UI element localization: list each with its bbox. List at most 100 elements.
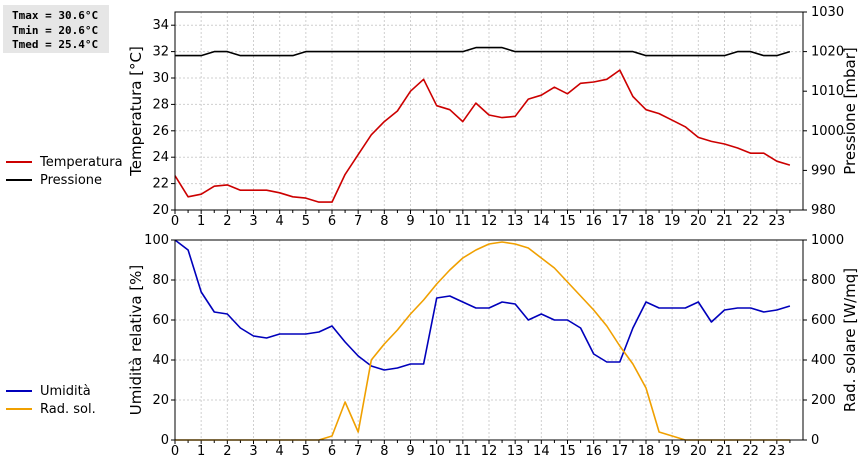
y2-tick-label: 980 bbox=[811, 203, 836, 218]
y2-axis-title-top: Pressione [mbar] bbox=[841, 47, 859, 175]
y2-tick-label: 1000 bbox=[811, 233, 844, 248]
stats-box: Tmax = 30.6°C Tmin = 20.6°C Tmed = 25.4°… bbox=[3, 5, 109, 53]
legend-bottom: Umidità Rad. sol. bbox=[6, 382, 96, 418]
x-tick-label: 20 bbox=[690, 444, 707, 459]
x-tick-label: 3 bbox=[249, 444, 257, 459]
x-tick-label: 18 bbox=[638, 444, 655, 459]
legend-label-pressione: Pressione bbox=[40, 172, 103, 188]
series-line-pressione bbox=[175, 46, 791, 57]
x-tick-label: 17 bbox=[612, 214, 629, 229]
x-tick-label: 8 bbox=[380, 444, 388, 459]
y2-tick-label: 1000 bbox=[811, 124, 844, 139]
x-tick-label: 9 bbox=[406, 214, 414, 229]
legend-swatch-temperatura bbox=[6, 161, 32, 163]
y2-tick-label: 990 bbox=[811, 163, 836, 178]
x-tick-label: 12 bbox=[481, 214, 498, 229]
y2-tick-label: 1020 bbox=[811, 45, 844, 60]
y-tick-label: 80 bbox=[152, 273, 169, 288]
y-axis-title-top: Temperatura [°C] bbox=[127, 46, 145, 177]
y-tick-label: 20 bbox=[152, 393, 169, 408]
x-tick-label: 1 bbox=[197, 444, 205, 459]
x-tick-label: 6 bbox=[328, 444, 336, 459]
y2-axis-title-bottom: Rad. solare [W/mq] bbox=[841, 268, 859, 412]
x-tick-label: 8 bbox=[380, 214, 388, 229]
y-tick-label: 100 bbox=[144, 233, 169, 248]
x-tick-label: 0 bbox=[171, 214, 179, 229]
x-tick-label: 22 bbox=[742, 214, 759, 229]
x-tick-label: 10 bbox=[428, 444, 445, 459]
x-tick-label: 7 bbox=[354, 214, 362, 229]
x-tick-label: 5 bbox=[302, 444, 310, 459]
y2-tick-label: 1030 bbox=[811, 5, 844, 20]
legend-swatch-pressione bbox=[6, 179, 32, 181]
y-tick-label: 60 bbox=[152, 313, 169, 328]
x-tick-label: 5 bbox=[302, 214, 310, 229]
y-tick-label: 28 bbox=[152, 97, 169, 112]
tmin-text: Tmin = 20.6°C bbox=[12, 23, 99, 37]
legend-swatch-radsol bbox=[6, 408, 32, 410]
x-tick-label: 16 bbox=[585, 214, 602, 229]
x-tick-label: 19 bbox=[664, 444, 681, 459]
plot-bottom: 0 1 2 3 4 5 6 7 8 9 10 11 12 13 14 15 16 17 18 19 20 21 22 2302… bbox=[127, 233, 859, 459]
x-tick-label: 22 bbox=[742, 444, 759, 459]
y2-tick-label: 200 bbox=[811, 393, 836, 408]
legend-item-umidita: Umidità bbox=[6, 382, 96, 400]
x-tick-label: 4 bbox=[276, 214, 284, 229]
x-tick-label: 3 bbox=[249, 214, 257, 229]
y-tick-label: 24 bbox=[152, 150, 169, 165]
x-tick-label: 1 bbox=[197, 214, 205, 229]
legend-item-radsol: Rad. sol. bbox=[6, 400, 96, 418]
x-tick-label: 14 bbox=[533, 214, 550, 229]
y2-tick-label: 0 bbox=[811, 433, 819, 448]
y2-tick-label: 600 bbox=[811, 313, 836, 328]
x-tick-label: 2 bbox=[223, 214, 231, 229]
plot-frame-top bbox=[174, 11, 804, 211]
x-tick-label: 12 bbox=[481, 444, 498, 459]
x-tick-label: 2 bbox=[223, 444, 231, 459]
series-line-temperatura bbox=[174, 69, 791, 203]
y-axis-title-bottom: Umidità relativa [%] bbox=[127, 265, 145, 416]
y-tick-label: 30 bbox=[152, 71, 169, 86]
legend-item-pressione: Pressione bbox=[6, 171, 123, 189]
x-tick-label: 11 bbox=[455, 444, 472, 459]
x-tick-label: 6 bbox=[328, 214, 336, 229]
y2-tick-label: 400 bbox=[811, 353, 836, 368]
y-tick-label: 32 bbox=[152, 45, 169, 60]
y-tick-label: 26 bbox=[152, 124, 169, 139]
legend-label-umidita: Umidità bbox=[40, 383, 91, 399]
tmed-text: Tmed = 25.4°C bbox=[12, 38, 99, 51]
x-tick-label: 17 bbox=[612, 444, 629, 459]
x-tick-label: 21 bbox=[716, 214, 733, 229]
x-tick-label: 16 bbox=[585, 444, 602, 459]
legend-item-temperatura: Temperatura bbox=[6, 153, 123, 171]
x-tick-label: 4 bbox=[276, 444, 284, 459]
x-tick-label: 23 bbox=[769, 214, 786, 229]
x-tick-label: 10 bbox=[428, 214, 445, 229]
x-tick-label: 20 bbox=[690, 214, 707, 229]
y-tick-label: 34 bbox=[152, 18, 169, 33]
y2-tick-label: 800 bbox=[811, 273, 836, 288]
x-tick-label: 9 bbox=[406, 444, 414, 459]
legend-swatch-umidita bbox=[6, 390, 32, 392]
x-tick-label: 21 bbox=[716, 444, 733, 459]
x-tick-label: 19 bbox=[664, 214, 681, 229]
x-tick-label: 23 bbox=[769, 444, 786, 459]
x-tick-label: 15 bbox=[559, 214, 576, 229]
plot-frame-bottom bbox=[174, 239, 804, 441]
plot-top: 0 1 2 3 4 5 6 7 8 9 10 11 12 13 14 15 16 17 18 19 20 21 22 2320… bbox=[127, 5, 859, 229]
series-line-rad-sol bbox=[175, 241, 790, 441]
legend-label-temperatura: Temperatura bbox=[40, 154, 123, 170]
y-tick-label: 20 bbox=[152, 203, 169, 218]
y-tick-label: 22 bbox=[152, 177, 169, 192]
x-tick-label: 15 bbox=[559, 444, 576, 459]
x-tick-label: 13 bbox=[507, 444, 524, 459]
x-tick-label: 7 bbox=[354, 444, 362, 459]
y-tick-label: 40 bbox=[152, 353, 169, 368]
y2-tick-label: 1010 bbox=[811, 84, 844, 99]
tmax-text: Tmax = 30.6°C bbox=[12, 9, 99, 22]
series-line-umidit bbox=[174, 239, 791, 371]
x-tick-label: 14 bbox=[533, 444, 550, 459]
legend-top: Temperatura Pressione bbox=[6, 153, 123, 189]
x-tick-label: 11 bbox=[455, 214, 472, 229]
